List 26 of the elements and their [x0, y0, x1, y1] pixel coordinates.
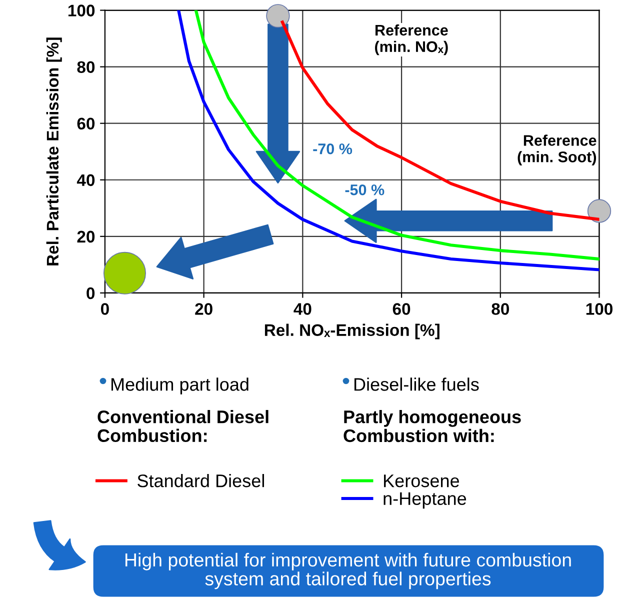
y-tick-label: 60	[77, 118, 95, 130]
text: Partly homogeneous Combustion with:	[344, 410, 521, 442]
x-tick-label: 60	[392, 303, 410, 315]
legend-label: Standard Diesel	[138, 474, 264, 488]
legend-label: Kerosene	[384, 474, 460, 488]
annotation: -50 %	[345, 184, 384, 196]
x-tick-label: 40	[294, 303, 312, 315]
y-tick-label: 100	[68, 4, 95, 16]
y-tick-label: 0	[86, 287, 95, 300]
text: Conventional Diesel Combustion:	[98, 410, 268, 442]
x-tick-label: 100	[586, 303, 612, 315]
text: Diesel-like fuels	[354, 378, 479, 391]
y-axis-title: Rel. Particulate Emission [%]	[46, 38, 62, 266]
text: High potential for improvement with future combustion system and tailored fuel properties	[125, 552, 571, 590]
annotation: Reference (min. NOₓ)	[375, 24, 448, 56]
x-axis-title: Rel. NOₓ-Emission [%]	[264, 324, 440, 340]
x-tick-label: 0	[100, 303, 109, 315]
x-tick-label: 20	[195, 303, 212, 315]
y-tick-label: 20	[77, 230, 95, 243]
y-tick-label: 80	[77, 61, 95, 74]
annotation: Reference (min. Soot)	[518, 134, 596, 166]
y-tick-label: 40	[76, 174, 95, 186]
legend-label: n-Heptane	[384, 492, 466, 509]
text: Medium part load	[111, 378, 248, 394]
x-tick-label: 80	[492, 303, 509, 315]
annotation: -70 %	[313, 143, 352, 154]
